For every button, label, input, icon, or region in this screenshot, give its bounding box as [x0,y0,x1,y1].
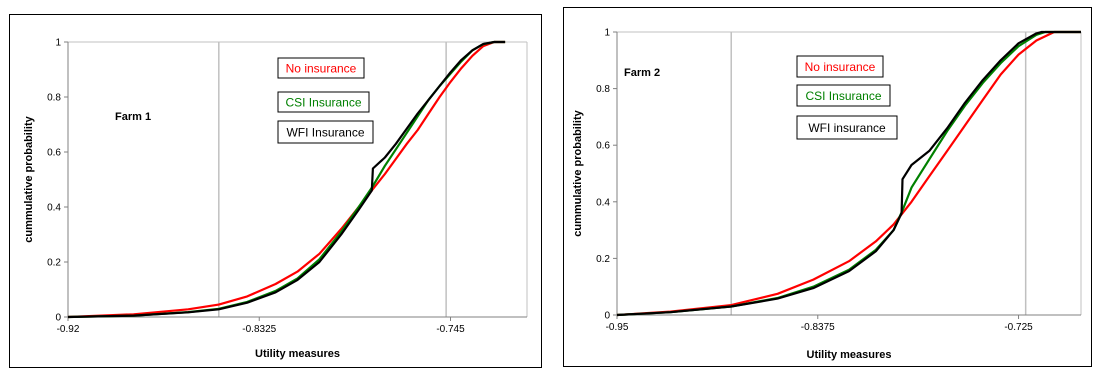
y-tick-label-farm-1: 1 [55,38,61,49]
chart-panel-farm-2: 0 0.2 0.4 0.6 0.8 1 -0.95 -0.8375 -0.725 Utility … [563,7,1092,367]
y-tick-label-farm-1: 0.8 [47,93,61,104]
panel-label-farm-1: Farm 1 [115,111,151,123]
chart-panel-farm-1: 0 0.2 0.4 0.6 0.8 1 -0.92 -0.8325 -0.745 Utility … [9,14,542,368]
x-tick-label-farm-2: -0.725 [1004,322,1033,333]
chart-svg-farm-1: 0 0.2 0.4 0.6 0.8 1 -0.92 -0.8325 -0.745 Utility … [23,38,528,360]
legend-label-2-farm-1: CSI Insurance [285,96,361,110]
legend-label-1-farm-1: No insurance [286,62,357,76]
legend-label-1-farm-2: No insurance [805,60,876,74]
legend-label-3-farm-2: WFI insurance [808,121,886,135]
y-tick-label-farm-1: 0.4 [47,203,61,214]
series-line-3-farm-1 [67,40,506,319]
y-tick-label-farm-2: 0.4 [596,197,610,208]
legend-box-1-farm-2 [796,55,884,78]
y-axis-title-farm-1: cummulative probability [23,115,35,242]
y-tick-label-farm-2: 0.8 [596,84,610,95]
y-tick-label-farm-1: 0.2 [47,258,61,269]
legend-label-2-farm-2: CSI Insurance [805,89,881,103]
legend-box-2-farm-2 [796,84,891,107]
series-line-2-farm-1 [67,40,506,319]
x-axis-title-farm-2: Utility measures [807,349,892,361]
x-axis-title-farm-1: Utility measures [255,348,340,360]
series-line-3-farm-2 [616,30,1081,317]
y-axis-title-farm-2: cummulative probability [572,109,584,236]
y-tick-label-farm-1: 0.6 [47,148,61,159]
y-tick-label-farm-2: 0 [604,311,610,322]
legend-box-2-farm-1 [277,91,370,113]
series-line-1-farm-2 [616,30,1081,317]
chart-svg-farm-2: 0 0.2 0.4 0.6 0.8 1 -0.95 -0.8375 -0.725 Utility … [572,28,1082,361]
legend-box-3-farm-1 [277,120,374,144]
y-tick-label-farm-2: 0.2 [596,254,610,265]
x-tick-label-farm-1: -0.92 [57,324,80,335]
legend-box-3-farm-2 [796,115,898,140]
x-tick-label-farm-2: -0.95 [606,322,629,333]
x-tick-label-farm-1: -0.745 [436,324,465,335]
y-tick-label-farm-2: 0.6 [596,141,610,152]
series-line-1-farm-1 [67,40,506,319]
legend-label-3-farm-1: WFI Insurance [286,126,364,140]
x-tick-label-farm-1: -0.8325 [242,324,276,335]
y-tick-label-farm-1: 0 [55,313,61,324]
y-tick-label-farm-2: 1 [604,28,610,39]
x-tick-label-farm-2: -0.8375 [801,322,835,333]
panel-label-farm-2: Farm 2 [624,67,660,79]
legend-box-1-farm-1 [277,57,365,79]
